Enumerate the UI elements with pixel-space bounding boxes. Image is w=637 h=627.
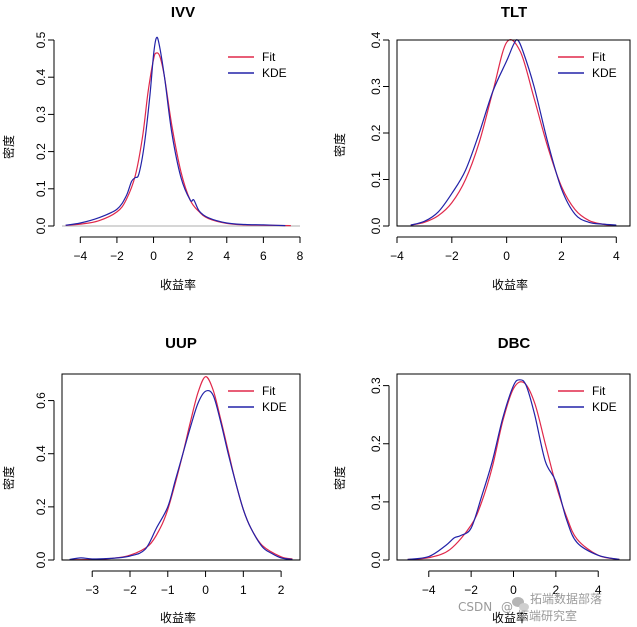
- plot-frame: [396, 39, 631, 227]
- panel-tlt: TLT 密度 收益率 −4 −2 0 2 4 0.0 0.1 0.2 0.3 0.4 Fit KDE: [332, 4, 631, 292]
- x-tick-label: −4: [390, 249, 404, 263]
- x-tick-label: −1: [161, 583, 175, 597]
- y-tick-label: 0.4: [34, 445, 48, 462]
- legend-label-fit: Fit: [592, 384, 606, 398]
- chart-title: UUP: [165, 335, 197, 352]
- y-tick-label: 0.3: [369, 377, 383, 394]
- legend-label-kde: KDE: [592, 400, 617, 414]
- y-axis-label: 密度: [1, 466, 16, 490]
- x-tick-label: −2: [110, 249, 124, 263]
- y-tick-label: 0.2: [34, 143, 48, 160]
- x-tick-label: −2: [464, 583, 478, 597]
- x-tick-label: −4: [73, 249, 87, 263]
- series-fit-line: [69, 376, 293, 561]
- legend-label-fit: Fit: [262, 50, 276, 64]
- series-fit-line: [410, 39, 617, 227]
- watermark-org2: 拓端研究室: [517, 608, 577, 623]
- series-kde-line: [69, 390, 293, 561]
- x-tick-label: 4: [613, 249, 620, 263]
- x-tick-label: 0: [510, 583, 517, 597]
- y-tick-label: 0.1: [34, 180, 48, 197]
- x-tick-label: 2: [553, 583, 560, 597]
- x-tick-label: −4: [422, 583, 436, 597]
- watermark-org: 拓端数据部落: [530, 591, 602, 606]
- y-tick-label: 0.2: [369, 124, 383, 141]
- y-tick-label: 0.0: [34, 551, 48, 568]
- y-axis-label: 密度: [332, 466, 347, 490]
- y-tick-label: 0.1: [369, 493, 383, 510]
- legend-label-kde: KDE: [592, 66, 617, 80]
- series-fit-line: [65, 52, 291, 227]
- x-tick-label: 0: [202, 583, 209, 597]
- y-tick-label: 0.0: [369, 551, 383, 568]
- y-axis-label: 密度: [1, 135, 16, 159]
- y-tick-label: 0.1: [369, 171, 383, 188]
- series-kde-line: [407, 379, 620, 561]
- chart-title: TLT: [501, 4, 527, 21]
- x-tick-label: −3: [85, 583, 99, 597]
- y-tick-label: 0.2: [369, 435, 383, 452]
- y-tick-label: 0.2: [34, 498, 48, 515]
- legend-label-fit: Fit: [262, 384, 276, 398]
- panel-dbc: DBC 密度 收益率 −4 −2 0 2 4 0.0 0.1 0.2 0.3 Fit KDE: [332, 335, 631, 625]
- x-axis-label: 收益率: [160, 610, 196, 625]
- x-axis-label: 收益率: [160, 277, 196, 292]
- x-tick-label: 8: [297, 249, 304, 263]
- x-tick-label: 2: [278, 583, 285, 597]
- x-tick-label: 2: [187, 249, 194, 263]
- y-tick-label: 0.5: [34, 31, 48, 48]
- x-axis-label: 收益率: [492, 610, 528, 625]
- chart-title: IVV: [171, 4, 195, 21]
- x-tick-label: 0: [150, 249, 157, 263]
- x-tick-label: 0: [503, 249, 510, 263]
- x-tick-label: 1: [240, 583, 247, 597]
- series-kde-line: [410, 39, 617, 226]
- watermark: CSDN @ 拓端数据部落 拓端研究室: [458, 591, 602, 623]
- wechat-logo-icon: [512, 597, 529, 611]
- chart-title: DBC: [498, 335, 531, 352]
- y-tick-label: 0.6: [34, 392, 48, 409]
- series-kde-line: [65, 36, 286, 227]
- plot-frame: [396, 373, 631, 561]
- watermark-csdn: CSDN: [458, 600, 492, 614]
- y-tick-label: 0.3: [34, 106, 48, 123]
- x-tick-label: 6: [260, 249, 267, 263]
- plot-frame: [61, 373, 301, 561]
- panel-uup: UUP 密度 收益率 −3 −2 −1 0 1 2 0.0 0.2 0.4 0.6 Fit KDE: [1, 335, 301, 625]
- y-axis-label: 密度: [332, 133, 347, 157]
- watermark-at: @: [501, 600, 513, 614]
- series-fit-line: [407, 381, 620, 561]
- panel-ivv: IVV 密度 收益率 −4 −2 0 2 4 6 8 0.0 0.1 0.2 0.3 0.4 0.5 Fi…: [1, 4, 304, 292]
- x-tick-label: 4: [595, 583, 602, 597]
- x-axis-label: 收益率: [492, 277, 528, 292]
- legend-label-kde: KDE: [262, 400, 287, 414]
- x-tick-label: −2: [445, 249, 459, 263]
- x-tick-label: 4: [223, 249, 230, 263]
- y-tick-label: 0.3: [369, 78, 383, 95]
- y-tick-label: 0.0: [34, 217, 48, 234]
- y-tick-label: 0.4: [34, 69, 48, 86]
- x-tick-label: −2: [123, 583, 137, 597]
- legend-label-fit: Fit: [592, 50, 606, 64]
- legend-label-kde: KDE: [262, 66, 287, 80]
- x-tick-label: 2: [558, 249, 565, 263]
- y-tick-label: 0.4: [369, 31, 383, 48]
- y-tick-label: 0.0: [369, 217, 383, 234]
